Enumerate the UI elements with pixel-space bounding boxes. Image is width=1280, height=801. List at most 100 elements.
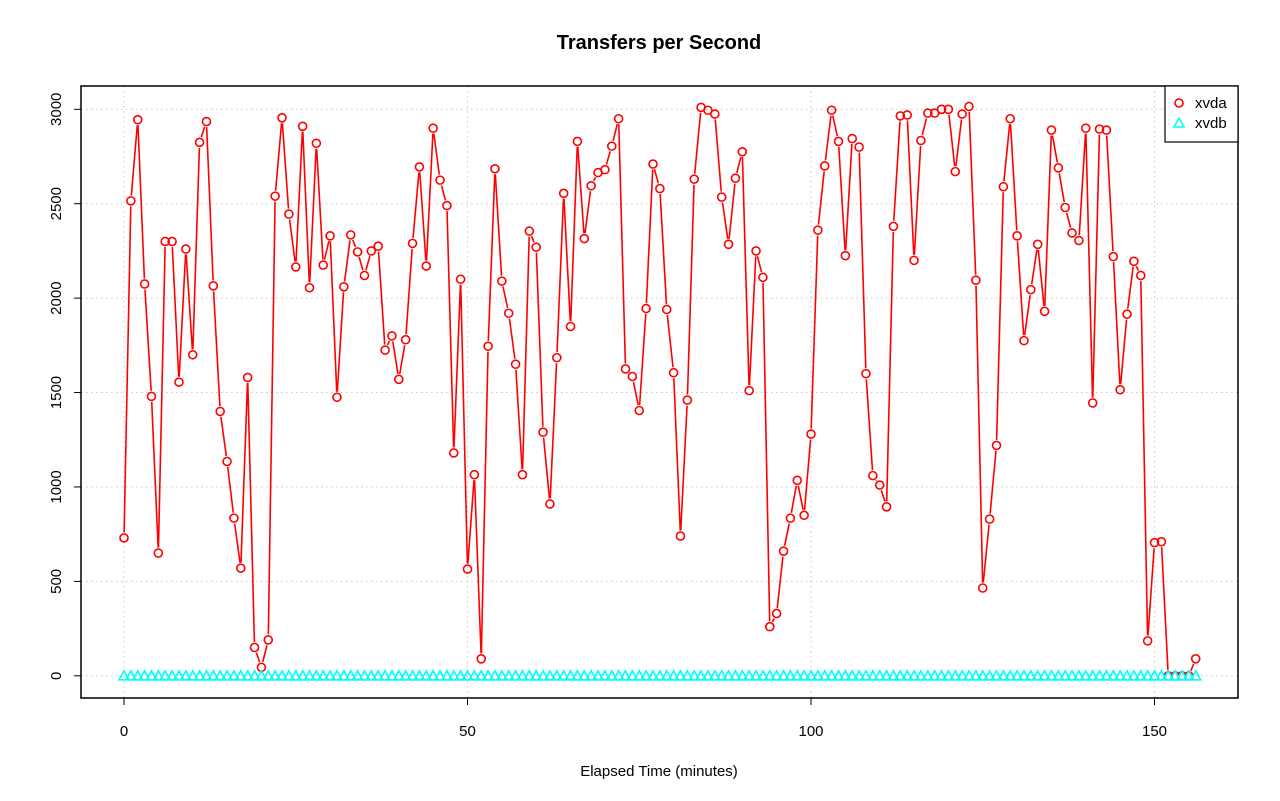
data-point-xvda [366, 246, 377, 256]
series-xvda-segment [955, 119, 963, 167]
data-point-xvdb [426, 669, 440, 681]
data-point-xvda [490, 163, 500, 174]
data-point-xvda [977, 583, 988, 593]
data-point-xvdb [859, 669, 873, 681]
data-point-xvdb [261, 669, 275, 681]
data-point-xvda [407, 238, 418, 249]
series-xvda-segment [288, 219, 296, 262]
data-point-xvda [806, 429, 816, 439]
series-xvda-segment [880, 490, 886, 502]
data-point-xvdb [158, 669, 172, 681]
data-point-xvda [902, 110, 912, 120]
data-point-xvda [1012, 231, 1022, 241]
series-xvda-segment [771, 617, 775, 623]
series-xvda-segment [1085, 133, 1094, 398]
data-point-xvda [1190, 654, 1201, 664]
data-point-xvda [1046, 125, 1057, 135]
data-point-xvdb [749, 669, 763, 681]
data-point-xvda [448, 448, 459, 458]
series-xvda-segment [638, 313, 647, 406]
data-point-xvdb [193, 669, 206, 681]
series-xvda-segment [315, 148, 324, 260]
data-point-xvda [998, 181, 1009, 192]
data-point-xvdb [406, 669, 419, 681]
data-point-xvda [126, 196, 136, 206]
data-point-xvda [984, 514, 995, 524]
series-xvda-segment [535, 252, 544, 427]
series-xvda-segment [632, 381, 639, 406]
series-xvda-segment [343, 240, 351, 282]
data-point-xvda [462, 564, 473, 574]
y-tick-label: 0 [48, 672, 65, 680]
series-xvda-segment [975, 285, 984, 583]
grid [81, 86, 1238, 698]
data-point-xvdb [612, 669, 625, 681]
data-point-xvda [229, 513, 239, 523]
data-point-xvda [1142, 636, 1153, 646]
series-xvda-segment [123, 206, 132, 533]
data-point-xvda [345, 230, 356, 240]
data-point-xvdb [687, 669, 701, 681]
data-point-xvdb [248, 669, 261, 681]
data-point-xvdb [763, 669, 777, 681]
data-point-xvda [435, 175, 445, 185]
data-point-xvda [909, 255, 919, 266]
x-axis-label: Elapsed Time (minutes) [580, 763, 738, 780]
data-point-xvda [1005, 113, 1016, 124]
data-point-xvdb [976, 669, 990, 681]
data-point-xvdb [997, 669, 1010, 681]
series-xvda-segment [418, 172, 427, 261]
data-point-xvdb [598, 669, 612, 681]
data-point-xvda [332, 392, 342, 403]
series-xvda-segment [577, 146, 585, 234]
data-point-xvdb [165, 669, 179, 681]
data-point-xvdb [1168, 669, 1182, 681]
data-point-xvda [634, 405, 645, 416]
series-xvda-segment [329, 241, 338, 392]
data-point-xvda [957, 109, 967, 119]
data-point-xvda [194, 137, 205, 148]
data-point-xvdb [1072, 669, 1086, 681]
data-point-xvdb [873, 669, 887, 681]
series-xvda-segment [425, 133, 434, 261]
plot-area [117, 101, 1203, 681]
data-point-xvdb [694, 669, 708, 681]
data-point-xvdb [935, 669, 948, 681]
data-point-xvda [524, 226, 535, 236]
data-point-xvda [710, 109, 720, 119]
data-point-xvda [187, 349, 198, 360]
series-xvda-segment [995, 192, 1005, 440]
data-point-xvda [600, 164, 610, 175]
data-point-xvda [517, 469, 528, 480]
data-point-xvda [881, 501, 892, 512]
data-point-xvdb [495, 669, 509, 681]
data-point-xvdb [983, 669, 996, 681]
series-xvda-segment [1043, 135, 1053, 306]
data-point-xvdb [124, 669, 138, 681]
data-point-xvda [613, 113, 624, 124]
data-point-xvdb [1031, 669, 1045, 681]
data-point-xvdb [708, 669, 722, 681]
data-point-xvdb [811, 669, 825, 681]
data-point-xvdb [756, 669, 770, 681]
data-point-xvdb [351, 669, 364, 681]
series-xvda-segment [144, 289, 152, 391]
data-point-xvda [339, 282, 349, 292]
series-xvda-segment [261, 645, 268, 663]
series-xvda-segment [1016, 241, 1025, 336]
series-xvda-segment [653, 169, 660, 184]
legend: xvda xvdb [1164, 85, 1239, 143]
data-point-xvdb [200, 669, 213, 681]
data-point-xvdb [790, 669, 804, 681]
legend-label-xvdb: xvdb [1195, 115, 1227, 132]
series-xvda-segment [185, 254, 194, 350]
series-xvda-segment [508, 318, 516, 359]
data-point-xvdb [275, 669, 289, 681]
series-xvda-segment [1078, 133, 1087, 236]
series-xvda-segment [584, 191, 592, 234]
data-point-xvda [400, 334, 411, 345]
data-point-xvdb [323, 669, 337, 681]
data-point-xvdb [577, 669, 591, 681]
data-point-xvdb [653, 669, 667, 681]
